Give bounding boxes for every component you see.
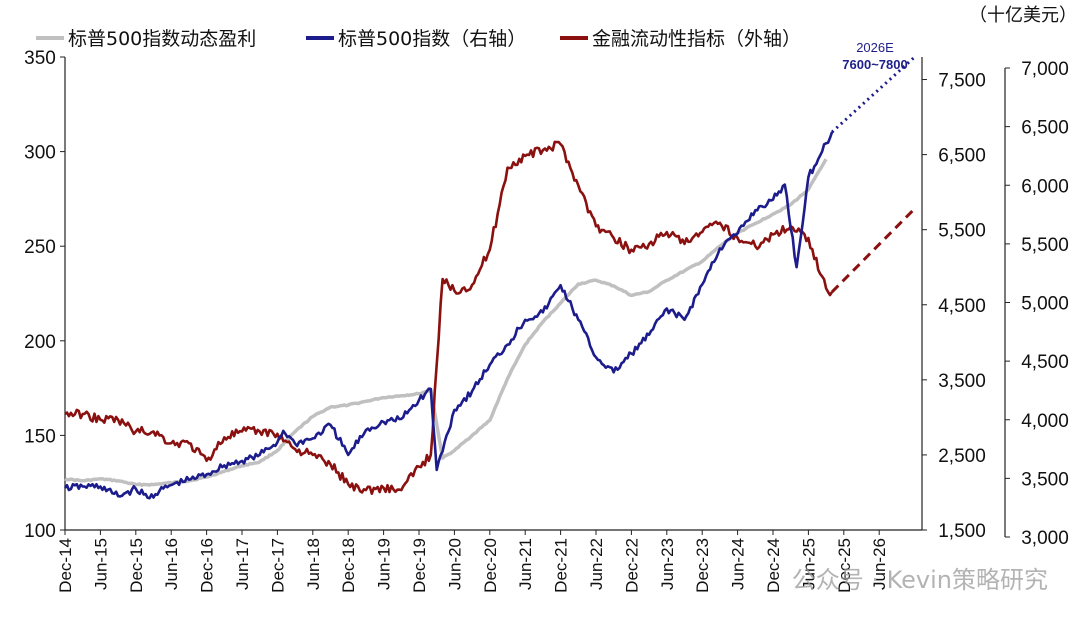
right-tick-label: 1,500 xyxy=(938,521,986,542)
legend-label-earnings: 标普500指数动态盈利 xyxy=(68,28,256,50)
x-tick-label: Dec-22 xyxy=(622,538,641,593)
outer-tick-label: 3,500 xyxy=(1021,469,1069,490)
x-tick-label: Jun-17 xyxy=(233,538,252,590)
legend-label-liquidity: 金融流动性指标（外轴） xyxy=(592,28,801,50)
right-tick-label: 4,500 xyxy=(938,296,986,317)
x-tick-label: Dec-21 xyxy=(552,538,571,593)
x-tick-label: Jun-25 xyxy=(799,538,818,590)
right-tick-label: 6,500 xyxy=(938,146,986,167)
outer-tick-label: 7,000 xyxy=(1021,59,1069,80)
left-tick-label: 350 xyxy=(24,48,56,69)
x-tick-label: Dec-15 xyxy=(127,538,146,593)
x-tick-label: Dec-17 xyxy=(268,538,287,593)
annotations: 2026E 7600~7800 xyxy=(842,40,907,72)
x-tick-label: Jun-26 xyxy=(870,538,889,590)
x-tick-label: Jun-21 xyxy=(516,538,535,590)
outer-axis-unit: （十亿美元） xyxy=(969,5,1077,26)
x-tick-label: Jun-22 xyxy=(587,538,606,590)
x-tick-label: Dec-14 xyxy=(56,538,75,593)
liquidity-line xyxy=(64,140,834,495)
annotation-year: 2026E xyxy=(856,40,894,55)
annotation-target: 7600~7800 xyxy=(842,57,907,72)
legend: 标普500指数动态盈利 标普500指数（右轴） 金融流动性指标（外轴） xyxy=(36,28,801,50)
sp500-line xyxy=(63,131,834,500)
outer-tick-label: 4,000 xyxy=(1021,411,1069,432)
outer-tick-label: 6,500 xyxy=(1021,118,1069,139)
left-tick-label: 150 xyxy=(24,426,56,447)
left-tick-label: 100 xyxy=(24,521,56,542)
x-tick-label: Jun-23 xyxy=(658,538,677,590)
x-tick-label: Dec-23 xyxy=(693,538,712,593)
x-tick-label: Jun-19 xyxy=(375,538,394,590)
x-tick-label: Jun-18 xyxy=(304,538,323,590)
outer-tick-label: 4,500 xyxy=(1021,352,1069,373)
x-tick-label: Dec-20 xyxy=(481,538,500,593)
sp500-projection-line xyxy=(830,55,916,134)
x-tick-label: Dec-16 xyxy=(198,538,217,593)
outer-tick-label: 6,000 xyxy=(1021,176,1069,197)
axes: 100 150 200 250 300 350 1,500 2,500 3,500 4,500 5,… xyxy=(24,48,1069,593)
series-layer xyxy=(63,55,916,500)
outer-tick-label: 5,000 xyxy=(1021,294,1069,315)
legend-label-sp500: 标普500指数（右轴） xyxy=(338,28,526,50)
x-tick-label: Jun-16 xyxy=(162,538,181,590)
left-tick-label: 300 xyxy=(24,143,56,164)
liquidity-projection-line xyxy=(830,207,916,294)
watermark: 公众号 · Kevin策略研究 xyxy=(792,566,1048,594)
right-tick-label: 7,500 xyxy=(938,71,986,92)
x-tick-label: Jun-15 xyxy=(91,538,110,590)
x-tick-label: Jun-20 xyxy=(445,538,464,590)
outer-tick-label: 3,000 xyxy=(1021,528,1069,549)
earnings-line xyxy=(64,158,828,487)
left-tick-label: 250 xyxy=(24,237,56,258)
x-tick-label: Dec-18 xyxy=(339,538,358,593)
left-tick-label: 200 xyxy=(24,332,56,353)
right-tick-label: 5,500 xyxy=(938,221,986,242)
outer-tick-label: 5,500 xyxy=(1021,235,1069,256)
x-tick-label: Dec-25 xyxy=(835,538,854,593)
x-tick-label: Dec-19 xyxy=(410,538,429,593)
right-tick-label: 3,500 xyxy=(938,371,986,392)
right-tick-label: 2,500 xyxy=(938,446,986,467)
x-tick-label: Dec-24 xyxy=(764,538,783,593)
x-tick-label: Jun-24 xyxy=(729,538,748,590)
